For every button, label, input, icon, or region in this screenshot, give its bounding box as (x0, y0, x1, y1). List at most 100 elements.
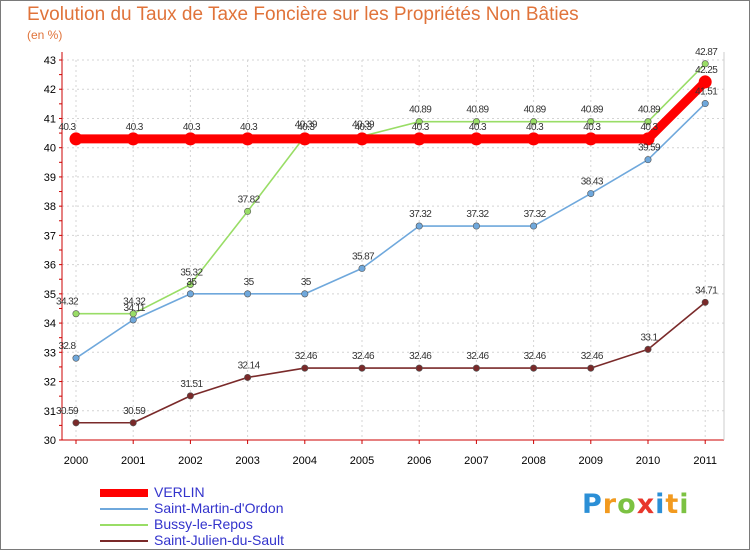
series-line-Saint-Julien-du-Sault (76, 301, 706, 424)
data-label: 37.32 (466, 209, 489, 220)
data-point (301, 364, 309, 372)
data-label: 31.51 (180, 379, 203, 390)
data-label: 41.51 (695, 87, 718, 98)
data-point (644, 118, 652, 126)
y-tick-label: 36 (44, 260, 56, 272)
data-point (415, 364, 423, 372)
legend-label: Bussy-le-Repos (154, 516, 253, 532)
data-point (129, 419, 137, 427)
y-tick-label: 42 (44, 84, 56, 96)
data-point (72, 419, 80, 427)
data-label: 32.46 (352, 351, 375, 362)
data-point (72, 354, 80, 362)
y-tick-label: 37 (44, 230, 56, 242)
data-point (469, 132, 483, 146)
y-tick-label: 33 (44, 347, 56, 359)
data-point (186, 290, 194, 298)
y-tick-label: 32 (44, 377, 56, 389)
x-tick-label: 2005 (350, 455, 374, 467)
data-label: 32.46 (409, 351, 432, 362)
data-point (183, 132, 197, 146)
data-label: 42.87 (695, 47, 718, 58)
legend-label: VERLIN (154, 484, 205, 500)
data-label: 32.46 (581, 351, 604, 362)
data-point (355, 132, 369, 146)
data-point (530, 222, 538, 230)
data-label: 35.32 (180, 267, 203, 278)
x-tick-label: 2001 (121, 455, 145, 467)
data-label: 33.1 (640, 332, 658, 343)
data-label: 40.3 (469, 122, 487, 133)
data-point (186, 280, 194, 288)
data-label: 40.89 (466, 105, 489, 116)
data-label: 35 (301, 277, 312, 288)
data-point (701, 100, 709, 108)
grid-layer (62, 59, 724, 441)
data-label: 32.46 (295, 351, 318, 362)
data-label: 32.46 (524, 351, 547, 362)
y-tick-label: 43 (44, 55, 56, 67)
data-point (298, 132, 312, 146)
data-point (698, 75, 712, 89)
data-point (472, 118, 480, 126)
legend-label: Saint-Julien-du-Sault (154, 532, 284, 548)
data-label: 40.89 (581, 105, 604, 116)
data-point (244, 290, 252, 298)
data-label: 34.32 (56, 297, 79, 308)
series-line-VERLIN (76, 78, 709, 144)
y-tick-label: 40 (44, 143, 56, 155)
x-tick-label: 2000 (64, 455, 88, 467)
data-label: 40.3 (297, 122, 315, 133)
data-point (644, 345, 652, 353)
data-label: 40.3 (583, 122, 601, 133)
data-point (244, 207, 252, 215)
legend-swatch (100, 508, 148, 510)
data-label: 40.3 (240, 122, 258, 133)
data-point (415, 118, 423, 126)
legend-swatch (100, 524, 148, 526)
data-point (587, 190, 595, 198)
x-tick-label: 2007 (464, 455, 488, 467)
data-label: 42.25 (695, 65, 718, 76)
axis-layer: 30 31 32 33 34 35 36 37 38 39 40 41 42 43 2000 2001 2002… (44, 52, 725, 467)
data-label: 34.32 (123, 297, 146, 308)
x-tick-label: 2010 (636, 455, 660, 467)
data-label: 39.59 (638, 143, 661, 154)
data-point (126, 132, 140, 146)
data-point (358, 264, 366, 272)
x-tick-label: 2008 (521, 455, 545, 467)
data-label: 40.3 (58, 122, 76, 133)
data-point (530, 364, 538, 372)
x-tick-label: 2011 (693, 455, 717, 467)
x-tick-label: 2006 (407, 455, 431, 467)
data-label: 40.3 (526, 122, 544, 133)
x-tick-label: 2009 (579, 455, 603, 467)
series-halo (76, 62, 707, 316)
data-label: 37.32 (524, 209, 547, 220)
data-point (701, 298, 709, 306)
data-label: 32.8 (58, 341, 76, 352)
data-point (527, 132, 541, 146)
chart-title: Evolution du Taux de Taxe Foncière sur l… (27, 4, 579, 25)
y-tick-label: 30 (44, 435, 56, 447)
data-label-layer: 40.3 40.3 40.3 40.3 40.3 40.3 40.3 40.3 40.3 40.3… (56, 47, 719, 417)
data-point (244, 373, 252, 381)
data-label: 32.46 (466, 351, 489, 362)
y-tick-label: 35 (44, 289, 56, 301)
data-point (186, 392, 194, 400)
data-point (412, 132, 426, 146)
proxiti-logo: Proxiti (582, 489, 690, 520)
y-tick-label: 41 (44, 113, 56, 125)
data-point (644, 156, 652, 164)
data-point (584, 132, 598, 146)
data-point (472, 364, 480, 372)
data-point (129, 310, 137, 318)
chart-subtitle: (en %) (27, 28, 63, 42)
y-tick-label: 38 (44, 201, 56, 213)
data-label: 40.3 (640, 122, 658, 133)
legend-label: Saint-Martin-d'Ordon (154, 500, 284, 516)
data-point (587, 118, 595, 126)
series-line-Bussy-le-Repos (76, 63, 706, 315)
